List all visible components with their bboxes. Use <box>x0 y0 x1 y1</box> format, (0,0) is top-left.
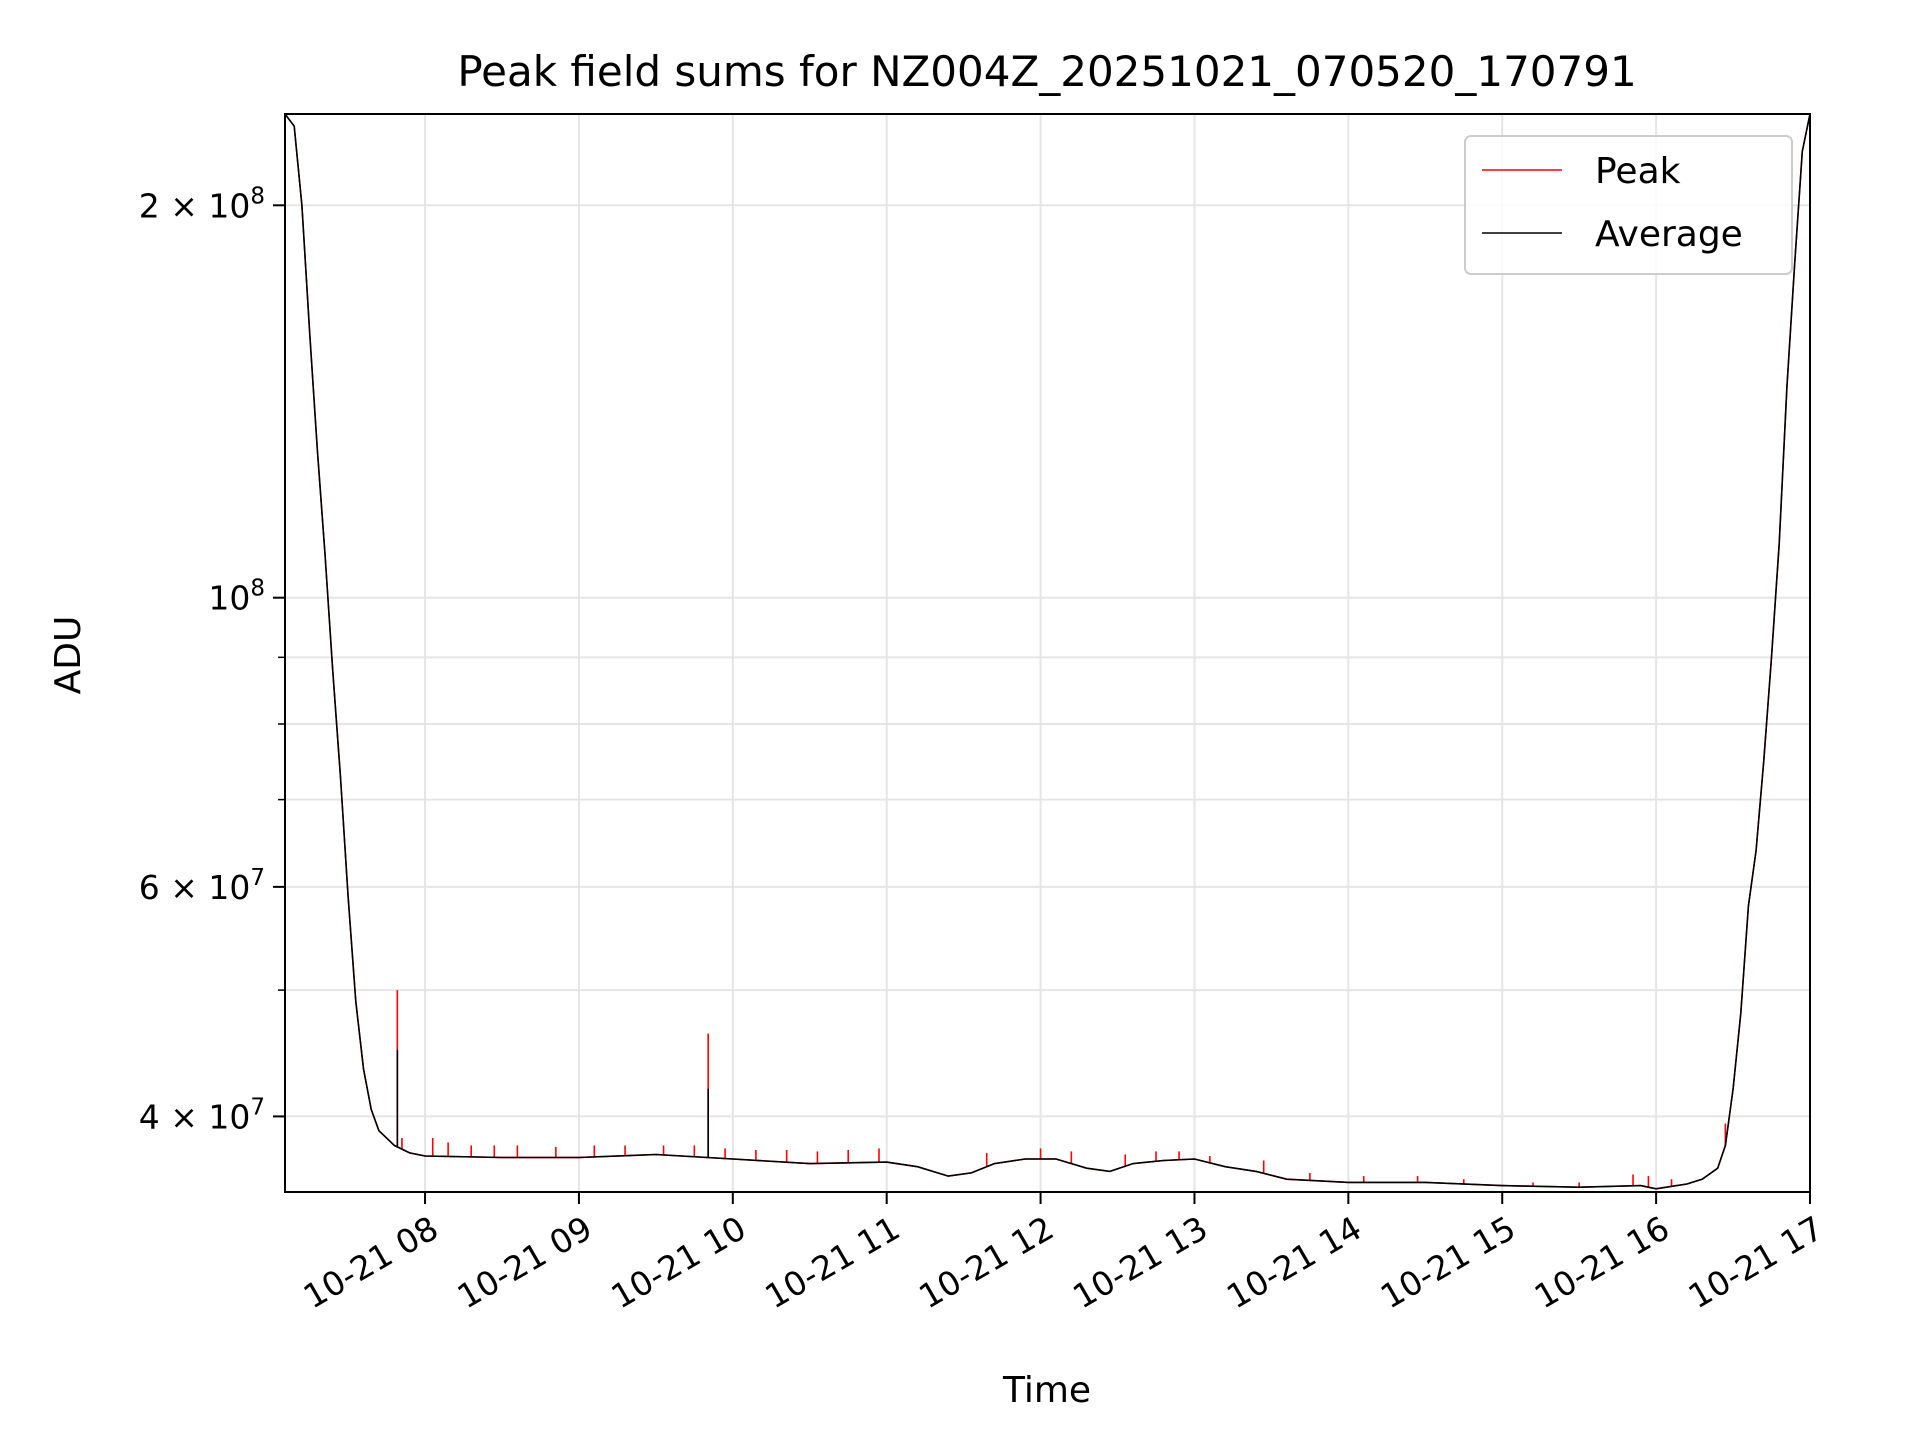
chart-title: Peak field sums for NZ004Z_20251021_0705… <box>457 47 1636 96</box>
y-axis-ticks: 4 × 107 6 × 107 108 2 × 108 <box>139 183 285 1136</box>
legend-average-label: Average <box>1595 214 1743 255</box>
x-axis-label: Time <box>1002 1370 1091 1411</box>
legend: Peak Average <box>1464 135 1793 275</box>
y-tick-label: 2 × 108 <box>139 183 265 225</box>
y-tick-label: 108 <box>208 576 265 618</box>
average-series-line <box>284 113 1811 1190</box>
y-tick-label: 6 × 107 <box>139 865 265 907</box>
plot-frame <box>284 113 1811 1193</box>
legend-peak-label: Peak <box>1595 151 1681 192</box>
y-axis-label: ADU <box>48 616 89 695</box>
plot-series <box>284 113 1811 1190</box>
y-tick-label: 4 × 107 <box>139 1094 265 1136</box>
